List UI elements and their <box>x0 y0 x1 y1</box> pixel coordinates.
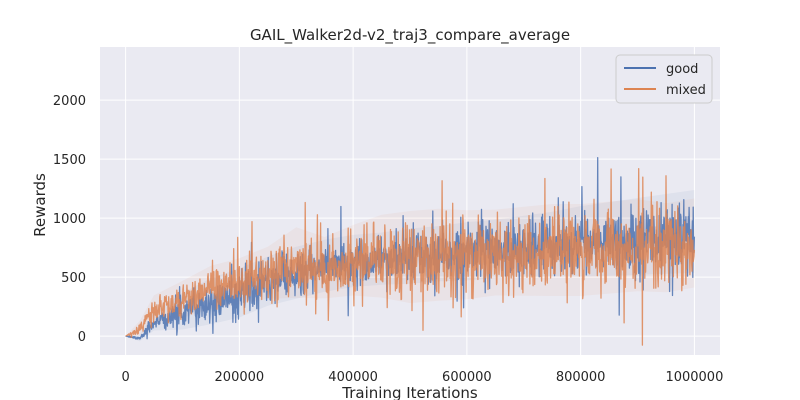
legend: good mixed <box>615 54 713 104</box>
y-axis-label: Rewards <box>31 173 49 237</box>
y-tick-label: 1000 <box>53 212 86 227</box>
legend-label-mixed: mixed <box>666 83 706 98</box>
x-tick-label: 1000000 <box>665 370 723 385</box>
ticks: 0 200000 400000 600000 800000 1000000 0 500 1000… <box>53 94 723 385</box>
x-tick-label: 400000 <box>328 370 378 385</box>
series-lines <box>125 157 696 346</box>
x-tick-label: 200000 <box>215 370 265 385</box>
legend-label-good: good <box>666 62 698 77</box>
y-tick-label: 500 <box>61 271 86 286</box>
chart-title: GAIL_Walker2d-v2_traj3_compare_average <box>250 26 570 45</box>
y-tick-label: 1500 <box>53 153 86 168</box>
x-tick-label: 600000 <box>442 370 492 385</box>
y-tick-label: 0 <box>78 330 86 345</box>
series-line-mixed <box>125 168 696 346</box>
x-axis-label: Training Iterations <box>341 384 478 400</box>
x-tick-label: 0 <box>121 370 129 385</box>
x-tick-label: 800000 <box>556 370 606 385</box>
y-tick-label: 2000 <box>53 94 86 109</box>
